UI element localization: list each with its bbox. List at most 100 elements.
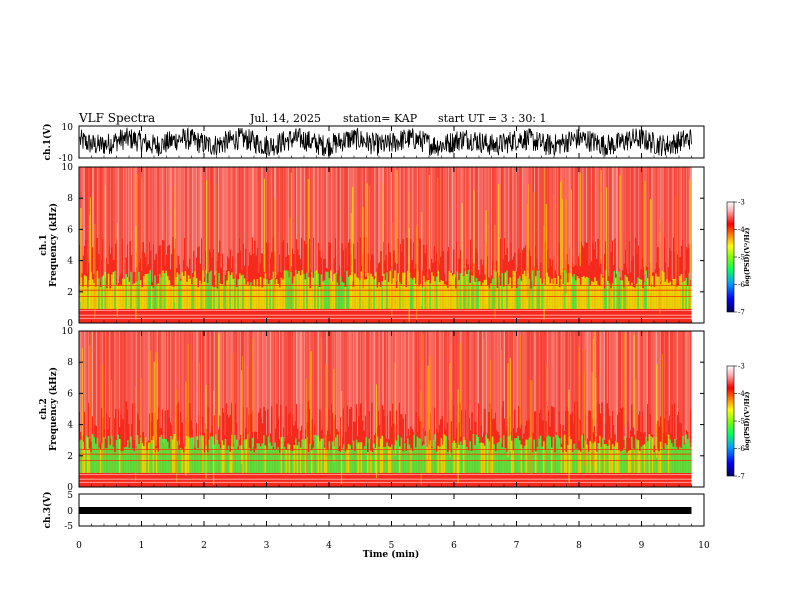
spectrogram-streak (563, 167, 565, 270)
spectrogram-lowband (639, 450, 641, 473)
spectrogram-streak (458, 331, 460, 423)
spectrogram-streak (407, 331, 409, 429)
spectrogram-spike (149, 350, 152, 445)
spectrogram-lowband (525, 439, 527, 473)
spectrogram-lowband (634, 449, 636, 473)
spectrogram-lowband (594, 277, 596, 309)
spectrogram-streak (556, 167, 557, 275)
freq-tick-label: 6 (67, 389, 73, 399)
ch2-spectrogram-image (79, 331, 693, 487)
spectrogram-streak (389, 167, 391, 253)
spectrogram-spike (215, 183, 217, 278)
spectrogram-streak (665, 167, 667, 263)
spectrogram-streak (515, 331, 517, 433)
spectrogram-streak (103, 331, 105, 430)
spectrogram-lowband (367, 273, 369, 309)
spectrogram-lowband (679, 446, 681, 473)
spectrogram-streak (313, 331, 314, 441)
spectrogram-lowband (272, 449, 275, 473)
spectrogram-lowband (282, 436, 284, 473)
spectrogram-streak (661, 167, 663, 274)
spectrogram-lowband (288, 444, 291, 473)
colorbar-tick-label: -7 (738, 309, 745, 317)
colorbar-tick-label: -3 (738, 363, 745, 371)
spectrogram-lowband (464, 439, 467, 473)
spectrogram-lowband (496, 288, 499, 309)
spectrogram-streak (270, 331, 271, 434)
spectrogram-streak (361, 167, 362, 266)
spectrogram-streak (645, 331, 647, 439)
spectrogram-streak (284, 331, 286, 442)
spectrogram-spike (449, 363, 451, 457)
spectrogram-streak (567, 167, 569, 265)
spectrogram-streak (309, 167, 310, 239)
spectrogram-lowband (578, 450, 580, 473)
spectrogram-streak (626, 331, 628, 438)
spectrogram-streak (543, 331, 544, 421)
spectrogram-streak (98, 331, 100, 446)
spectrogram-streak (324, 331, 326, 448)
spectrogram-streak (142, 331, 144, 432)
spectrogram-streak (417, 331, 418, 432)
spectrogram-lowband (503, 286, 505, 309)
spectrogram-streak (114, 331, 115, 419)
spectrogram-lowband (384, 446, 387, 473)
spectrogram-streak (450, 167, 452, 271)
spectrogram-streak (674, 331, 676, 403)
spectrogram-spike (88, 345, 91, 439)
spectrogram-streak (374, 167, 375, 276)
spectrogram-streak (145, 167, 147, 257)
spectrogram-streak (180, 331, 182, 412)
spectrogram-streak (303, 167, 305, 241)
spectrogram-streak (134, 167, 136, 273)
spectrogram-streak (296, 331, 297, 404)
spectrogram-spike (155, 352, 157, 446)
spectrogram-lowband (250, 450, 252, 473)
spectrogram-streak (147, 167, 149, 265)
spectrogram-lowband (477, 281, 479, 309)
spectrogram-lowband (387, 281, 390, 309)
spectrogram-lowband (666, 445, 668, 473)
spectrogram-streak (570, 331, 572, 415)
spectrogram-streak (328, 331, 330, 410)
spectrogram-streak (293, 167, 295, 254)
spectrogram-lowband (291, 451, 294, 473)
spectrogram-lowband (578, 278, 580, 309)
spectrogram-streak (518, 331, 520, 407)
spectrogram-streak (553, 331, 555, 408)
spectrogram-streak (336, 167, 338, 274)
spectrogram-lowband (643, 281, 646, 309)
spectrogram-streak (677, 331, 678, 416)
spectrogram-lowband (626, 276, 628, 309)
spectrogram-streak (250, 331, 252, 414)
spectrogram-streak (617, 167, 618, 277)
time-axis: 0 1 2 3 4 5 6 7 8 9 10 (76, 126, 710, 551)
spectrogram-spike (140, 377, 142, 472)
spectrogram-streak (123, 167, 124, 281)
spectrogram-streak (439, 331, 440, 425)
spectrogram-lowband (584, 277, 587, 309)
spectrogram-spike (205, 384, 207, 479)
start-time-label: start UT = 3 : 30: 1 (438, 112, 547, 125)
spectrogram-streak (550, 331, 552, 407)
spectrogram-lowband (141, 443, 143, 473)
spectrogram-lowband (607, 281, 609, 309)
spectrogram-lowband (216, 440, 219, 473)
spectrogram-lowband (261, 287, 263, 309)
spectrogram-lowband (687, 438, 689, 473)
spectrogram-streak (168, 167, 170, 246)
spectrogram-lowband (429, 440, 431, 473)
spectrogram-streak (255, 167, 257, 256)
spectrogram-streak (251, 167, 253, 238)
spectrogram-lowband (680, 274, 683, 309)
spectrogram-streak (132, 331, 134, 404)
spectrogram-lowband (224, 438, 227, 473)
ch1-ylabel: ch.1(V) (42, 124, 53, 161)
spectrogram-lowband (279, 287, 281, 309)
spectrogram-lowband (80, 439, 83, 473)
spectrogram-lowband (354, 451, 356, 473)
spectrogram-streak (446, 167, 448, 252)
spectrogram-lowband (99, 287, 102, 309)
spectrogram-streak (678, 331, 680, 412)
spectrogram-spike (382, 182, 384, 277)
